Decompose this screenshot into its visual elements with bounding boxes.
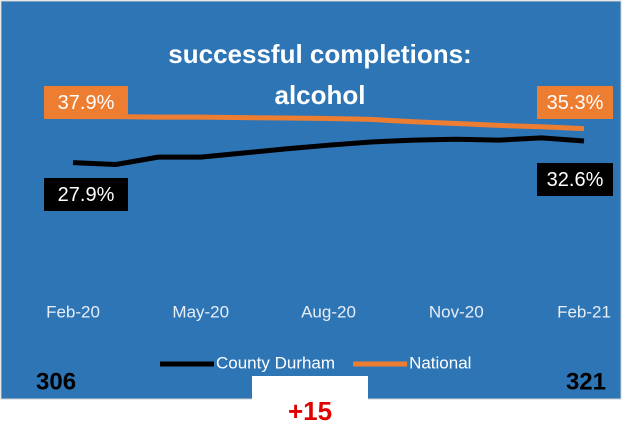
legend-label: National xyxy=(409,353,471,372)
x-tick-label: Nov-20 xyxy=(429,302,484,321)
series-line xyxy=(73,114,585,132)
change-box xyxy=(252,376,368,430)
data-label: 35.3% xyxy=(547,92,604,114)
data-label-box xyxy=(537,163,613,196)
chart-title: successful completions: xyxy=(168,39,471,69)
data-label: 32.6% xyxy=(547,169,604,191)
data-label: 37.9% xyxy=(58,92,115,114)
x-tick-label: May-20 xyxy=(172,302,229,321)
data-label-box xyxy=(537,86,613,119)
data-label-box xyxy=(44,86,128,119)
chart-title: alcohol xyxy=(274,80,365,110)
end-count: 321 xyxy=(566,368,606,395)
x-tick-label: Feb-21 xyxy=(557,302,611,321)
start-count: 306 xyxy=(36,368,76,395)
change-count: +15 xyxy=(288,396,332,426)
x-tick-label: Aug-20 xyxy=(301,302,356,321)
data-label: 27.9% xyxy=(58,184,115,206)
series-line xyxy=(72,135,585,167)
legend-label: County Durham xyxy=(216,353,335,372)
x-tick-label: Feb-20 xyxy=(46,302,100,321)
data-label-box xyxy=(44,178,128,211)
